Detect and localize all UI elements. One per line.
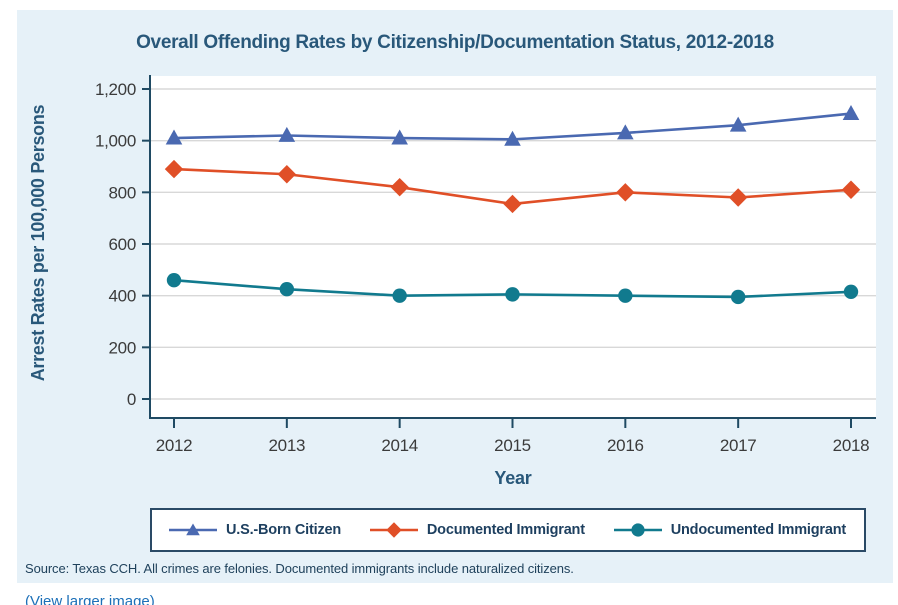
series-marker-diamond xyxy=(277,165,297,184)
x-axis-label: Year xyxy=(494,468,532,488)
figure-panel: Overall Offending Rates by Citizenship/D… xyxy=(17,10,893,583)
x-tick-label: 2017 xyxy=(720,436,757,455)
legend-label: Undocumented Immigrant xyxy=(670,522,846,538)
series-marker-circle xyxy=(730,289,746,305)
y-tick-label: 1,000 xyxy=(95,132,136,151)
view-larger-image-link[interactable]: (View larger image) xyxy=(25,593,155,605)
series-marker-circle xyxy=(279,282,295,297)
legend-item-documented-immigrant: Documented Immigrant xyxy=(369,521,585,539)
legend-label: Documented Immigrant xyxy=(426,522,585,538)
triangle-marker-icon xyxy=(168,521,218,539)
diamond-marker-icon xyxy=(369,521,419,539)
chart-title: Overall Offending Rates by Citizenship/D… xyxy=(136,32,774,53)
x-tick-label: 2016 xyxy=(607,436,644,455)
legend-marker-svg xyxy=(613,523,662,537)
chart-legend: U.S.-Born Citizen Documented Immigrant U… xyxy=(150,508,866,552)
x-tick-label: 2013 xyxy=(269,436,306,455)
series-marker-diamond xyxy=(841,180,861,199)
legend-item-us-born-citizen: U.S.-Born Citizen xyxy=(168,521,341,539)
source-note: Source: Texas CCH. All crimes are feloni… xyxy=(25,561,574,576)
legend-marker-shape xyxy=(186,523,200,536)
series-marker-circle xyxy=(618,288,633,303)
y-tick-label: 200 xyxy=(109,338,136,357)
x-tick-label: 2014 xyxy=(381,436,418,455)
series-marker-triangle xyxy=(842,104,860,120)
series-marker-diamond xyxy=(728,188,748,207)
series-marker-triangle xyxy=(391,129,408,145)
series-marker-circle xyxy=(392,288,407,303)
x-tick-label: 2015 xyxy=(494,436,531,455)
y-tick-label: 1,200 xyxy=(95,80,136,99)
y-tick-label: 0 xyxy=(127,390,136,409)
y-tick-label: 400 xyxy=(109,287,136,306)
series-marker-diamond xyxy=(616,183,635,202)
legend-label: U.S.-Born Citizen xyxy=(226,522,342,538)
legend-marker-shape xyxy=(386,522,402,538)
x-tick-label: 2018 xyxy=(833,436,870,455)
y-tick-label: 600 xyxy=(109,235,136,254)
series-marker-diamond xyxy=(390,177,409,197)
series-marker-circle xyxy=(843,284,859,299)
plot-area xyxy=(151,76,876,418)
series-marker-triangle xyxy=(278,126,296,142)
x-tick-label: 2012 xyxy=(156,436,193,455)
series-marker-triangle xyxy=(165,129,183,145)
series-marker-diamond xyxy=(164,159,184,179)
series-marker-circle xyxy=(505,287,520,302)
series-marker-triangle xyxy=(729,116,747,132)
circle-marker-icon xyxy=(613,521,663,539)
series-marker-triangle xyxy=(504,130,521,146)
y-tick-label: 800 xyxy=(109,183,136,202)
legend-marker-svg xyxy=(369,522,418,538)
legend-item-undocumented-immigrant: Undocumented Immigrant xyxy=(613,521,846,539)
series-marker-circle xyxy=(166,272,182,288)
plot-svg: 0 200 400 600 800 1,000 1,200 2012 2013 2014 2015 2… xyxy=(95,75,876,455)
legend-marker-svg xyxy=(169,523,217,536)
y-axis-label: Arrest Rates per 100,000 Persons xyxy=(28,104,48,382)
series-marker-triangle xyxy=(617,124,634,140)
legend-marker-shape xyxy=(631,523,645,537)
